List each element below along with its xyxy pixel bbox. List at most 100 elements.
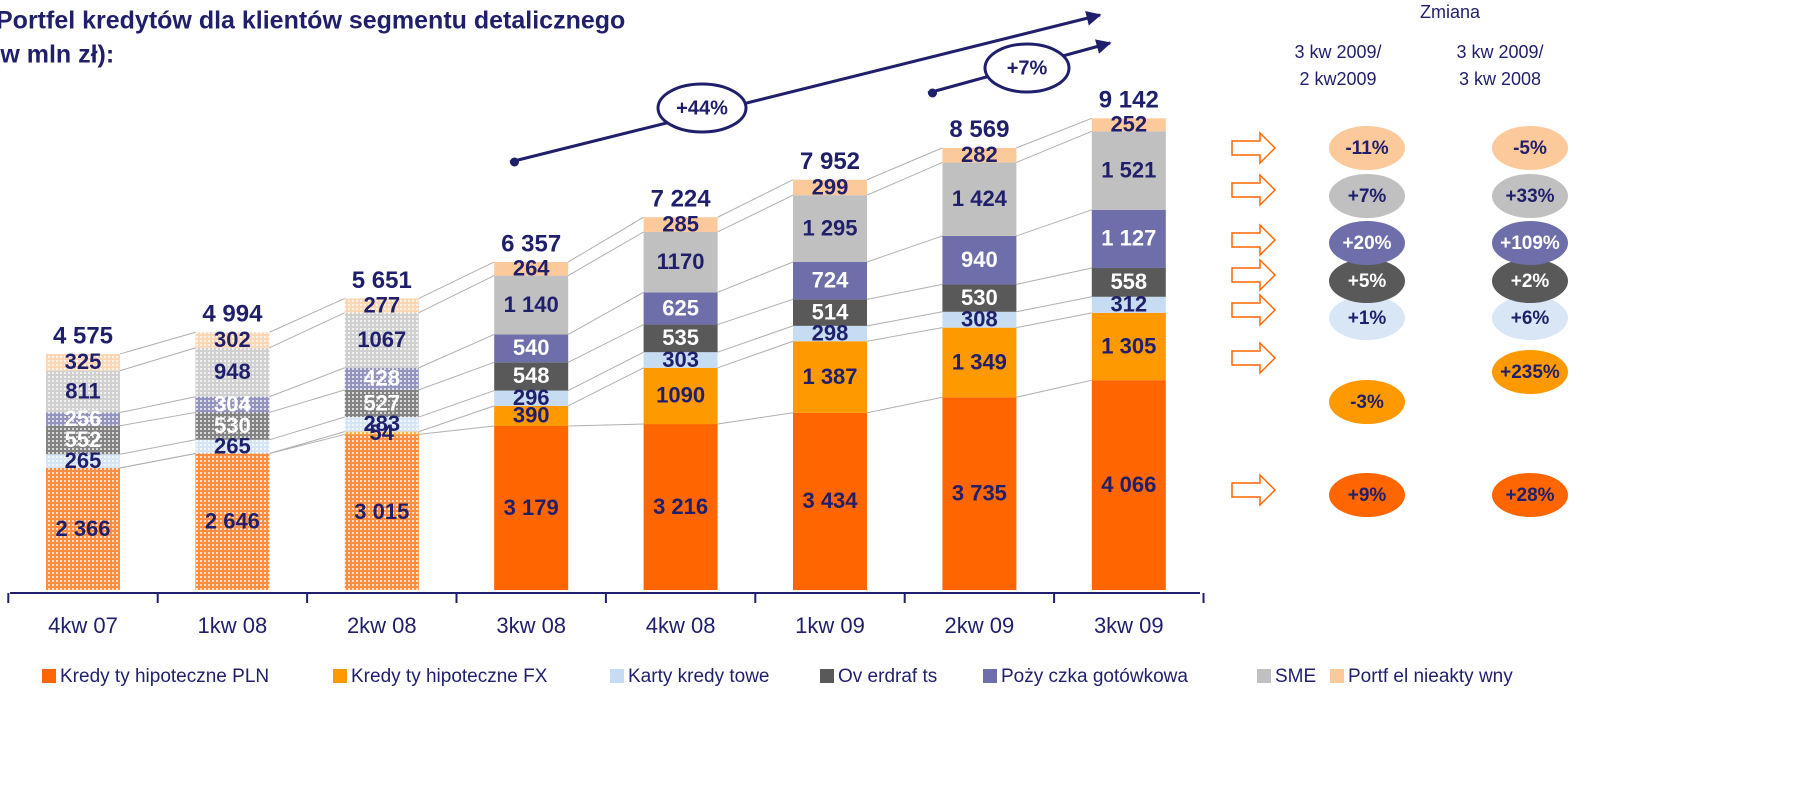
connector: [418, 333, 495, 369]
value-label: 3 216: [653, 494, 708, 519]
value-label: 390: [513, 403, 550, 428]
value-label: 303: [662, 347, 699, 372]
changes-header: 2 kw2009: [1299, 69, 1376, 89]
bar-segment: [643, 292, 718, 325]
bar-segment: [793, 195, 867, 262]
value-label: 558: [1110, 269, 1147, 294]
value-label: 3 735: [952, 480, 1007, 505]
value-label: 625: [662, 295, 699, 320]
value-label: 3 015: [354, 499, 409, 524]
value-label: 3 179: [504, 495, 559, 520]
bar-segment: [494, 425, 569, 590]
connector: [866, 161, 943, 196]
value-label: 283: [363, 411, 400, 436]
change-badge: [1492, 174, 1568, 218]
connector: [1016, 209, 1092, 237]
connector: [119, 452, 196, 469]
change-badge: [1492, 350, 1568, 394]
value-label: 530: [214, 413, 251, 438]
value-label: 265: [65, 448, 102, 473]
annotation: +7%: [1007, 57, 1048, 79]
change-label: +2%: [1511, 271, 1550, 292]
arrow-icon: [1231, 341, 1277, 375]
connector: [119, 347, 196, 372]
change-label: -11%: [1345, 138, 1388, 159]
legend-swatch: [983, 669, 997, 683]
legend-label: Kredy ty hipoteczne FX: [351, 666, 548, 687]
bar-segment: [1091, 267, 1166, 297]
legend-label: Karty kredy towe: [628, 666, 770, 687]
bar-segment: [46, 425, 120, 455]
value-label: 1 295: [802, 215, 857, 240]
connector: [269, 431, 345, 454]
connector: [1016, 379, 1092, 398]
connector: [717, 261, 794, 293]
change-label: -5%: [1513, 138, 1547, 159]
change-badge: [1492, 221, 1568, 265]
legend-swatch: [333, 669, 347, 683]
connector: [866, 283, 943, 300]
connector: [567, 324, 644, 363]
connector: [717, 298, 794, 326]
change-badge: [1492, 473, 1568, 517]
bar-segment: [494, 362, 569, 391]
value-label: 54: [370, 420, 395, 445]
arrow-icon: [1231, 258, 1277, 292]
bar-segment: [1091, 312, 1166, 381]
x-tick-label: 3kw 08: [496, 613, 566, 638]
connector: [567, 291, 644, 335]
connector: [119, 439, 196, 455]
connector: [717, 340, 794, 369]
change-badge: [1329, 221, 1405, 265]
bar-segment: [793, 325, 867, 342]
bar-segment: [494, 261, 569, 276]
arrow-icon: [1231, 223, 1277, 257]
connector: [568, 423, 644, 427]
title: (w mln zł):: [0, 41, 114, 69]
bar-segment: [1091, 380, 1166, 590]
bar-segment: [344, 434, 419, 590]
bar-segment: [643, 352, 718, 368]
connector: [418, 261, 495, 299]
bar-segment: [46, 454, 120, 468]
bar-segment: [494, 334, 569, 363]
value-label: 308: [961, 307, 998, 332]
bar-segment: [793, 261, 867, 300]
bar-segment: [344, 431, 419, 435]
legend-swatch: [820, 669, 834, 683]
value-label: 325: [65, 349, 102, 374]
legend-label: Portf el nieakty wny: [1348, 666, 1513, 687]
bar-segment: [46, 412, 120, 426]
connector: [717, 412, 794, 425]
change-badge: [1329, 380, 1405, 424]
connector: [119, 331, 196, 355]
connector: [717, 194, 794, 233]
connector: [269, 312, 346, 349]
legend-label: Poży czka gotówkowa: [1001, 666, 1188, 687]
change-label: +5%: [1348, 271, 1387, 292]
legend-swatch: [42, 669, 56, 683]
change-label: +33%: [1505, 186, 1554, 207]
bar-segment: [1091, 131, 1166, 210]
change-badge: [1329, 473, 1405, 517]
value-label: 265: [214, 433, 251, 458]
bar-segment: [344, 389, 419, 418]
connector: [1016, 312, 1092, 329]
bar-segment: [942, 235, 1017, 285]
value-label: 940: [961, 247, 998, 272]
legend-label: SME: [1275, 666, 1316, 687]
arrow-icon: [1231, 173, 1277, 207]
value-label: 285: [662, 211, 699, 236]
bar-segment: [793, 412, 867, 590]
connector: [1016, 117, 1092, 149]
bar-segment: [344, 298, 419, 313]
legend-swatch: [1330, 669, 1344, 683]
arrow-icon: [1231, 131, 1277, 165]
value-label: 277: [363, 292, 400, 317]
bar-segment: [1091, 296, 1166, 313]
x-tick-label: 2kw 09: [945, 613, 1015, 638]
value-label: 2 366: [55, 516, 110, 541]
connector: [866, 327, 943, 342]
growth-badge: [656, 82, 748, 134]
connector: [269, 389, 345, 413]
